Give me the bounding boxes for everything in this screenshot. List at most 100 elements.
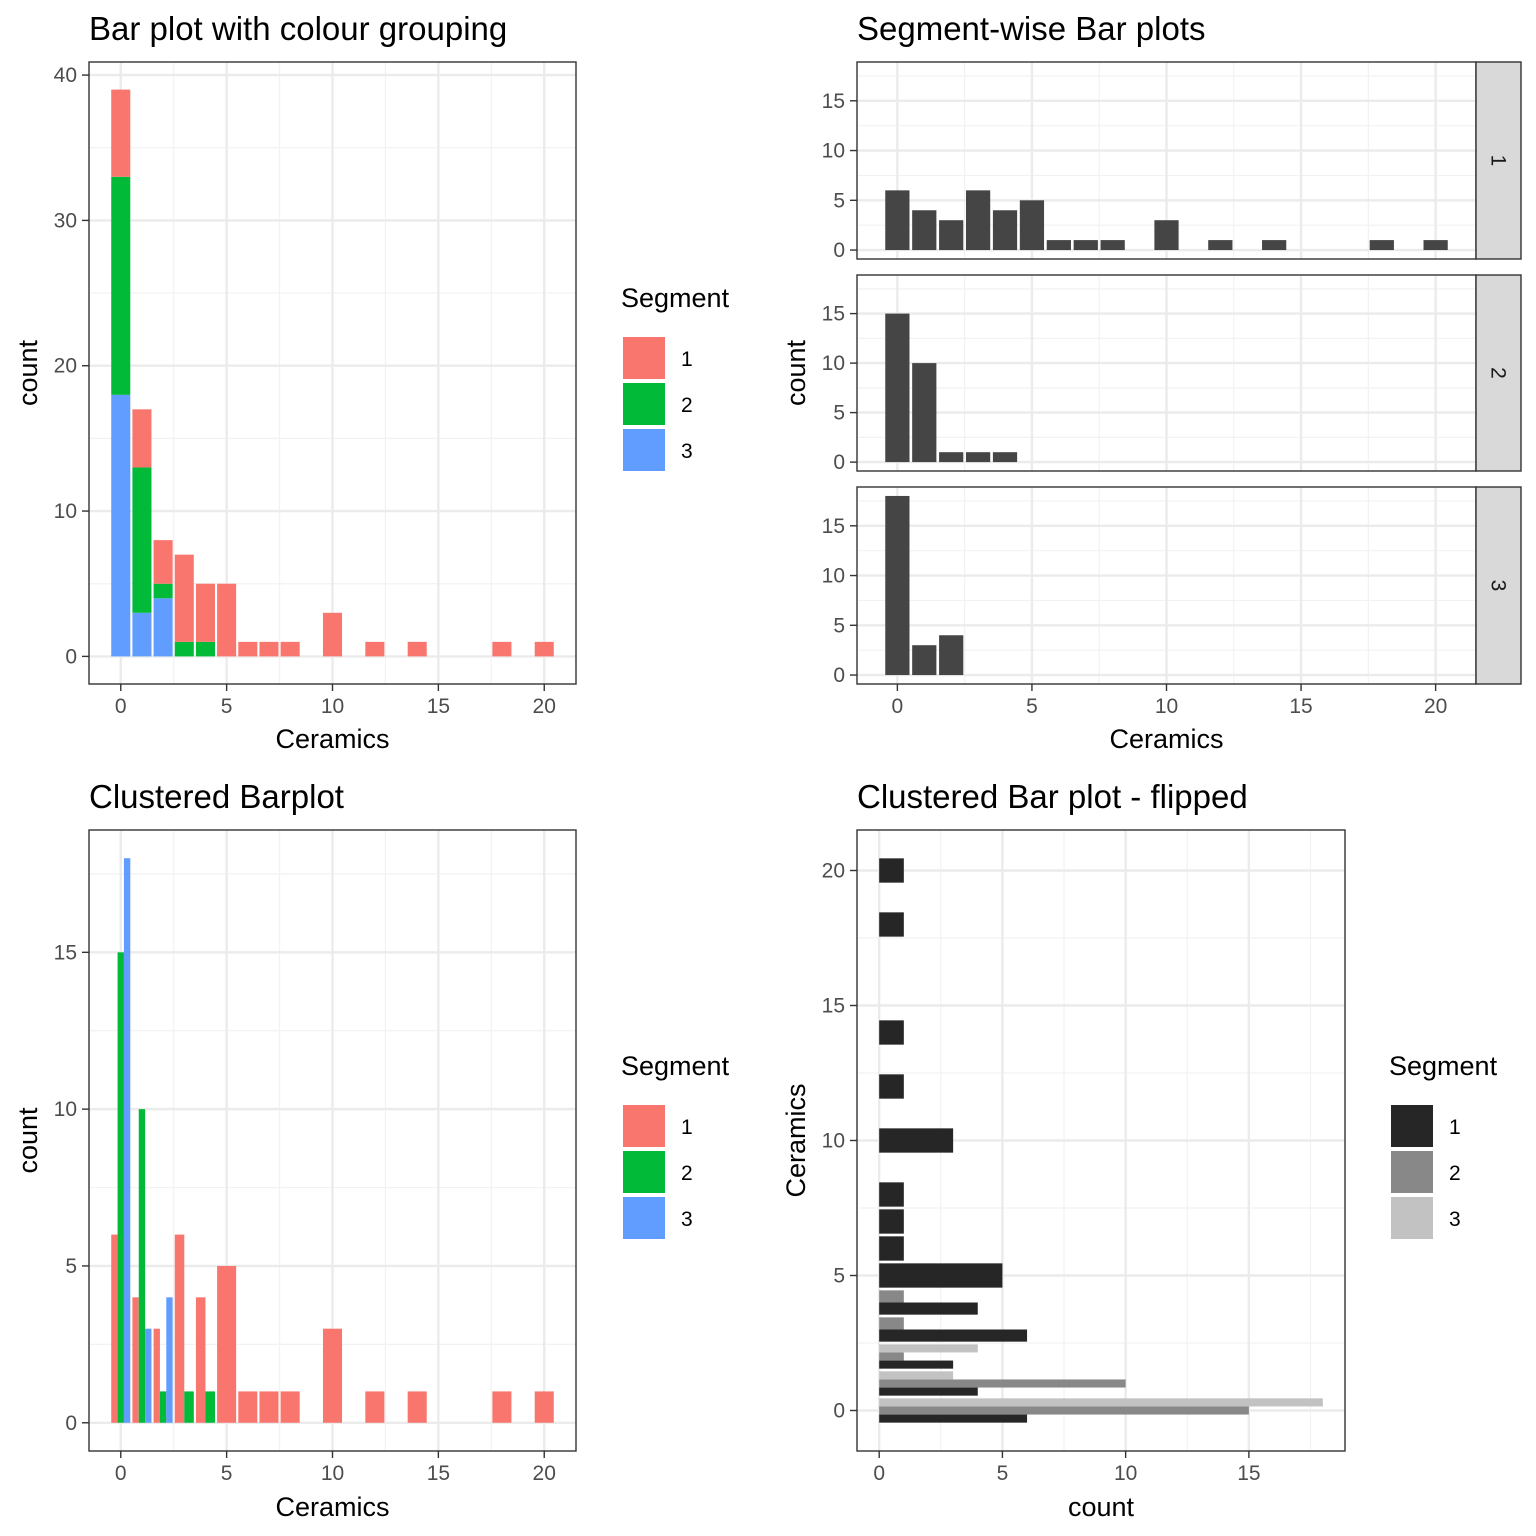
bar <box>885 190 910 251</box>
bar-segment-3 <box>123 858 131 1423</box>
y-tick-label: 5 <box>65 1255 77 1278</box>
bar-segment-2 <box>879 1290 904 1303</box>
legend-key-swatch <box>1391 1105 1433 1147</box>
bar <box>992 210 1018 251</box>
legend-key-swatch <box>623 1105 665 1147</box>
bar <box>965 190 991 251</box>
facet-panel-2: 0 5 10 15 2 <box>822 274 1522 474</box>
x-tick-label: 0 <box>873 1462 885 1485</box>
bar-segment-1 <box>879 1387 978 1396</box>
facet-strip <box>1475 486 1522 685</box>
y-tick-label: 10 <box>822 352 845 375</box>
bar-segment-3 <box>879 1344 978 1353</box>
facet-strip-label: 2 <box>1487 367 1510 379</box>
bar-segment-2 <box>195 641 215 657</box>
x-tick-label: 15 <box>427 1462 450 1485</box>
bar-segment-1 <box>132 409 152 468</box>
facet-strip <box>1475 61 1522 260</box>
legend-label: 1 <box>681 348 693 371</box>
bar-segment-1 <box>879 1236 904 1261</box>
bar <box>992 452 1018 463</box>
x-tick-label: 0 <box>115 695 127 718</box>
bar-segment-1 <box>407 1391 427 1423</box>
bar-segment-1 <box>879 1182 904 1207</box>
bar-segment-1 <box>879 1209 904 1234</box>
bar-segment-1 <box>879 1302 978 1315</box>
bar-segment-2 <box>879 1352 904 1361</box>
bar-segment-1 <box>174 1234 185 1423</box>
x-tick-label: 10 <box>1155 695 1178 718</box>
bar-segment-3 <box>166 1297 173 1423</box>
y-tick-label: 5 <box>833 402 845 425</box>
bar-segment-1 <box>259 1391 279 1423</box>
bar-segment-1 <box>238 641 258 657</box>
y-tick-label: 15 <box>822 515 845 538</box>
bar-segment-2 <box>184 1391 194 1423</box>
bar-segment-2 <box>132 467 152 613</box>
x-tick-label: 20 <box>533 695 556 718</box>
bar-segment-1 <box>195 583 215 642</box>
bar-segment-1 <box>879 912 904 937</box>
legend-label: 3 <box>1449 1208 1461 1231</box>
legend-key-swatch <box>623 1151 665 1193</box>
y-tick-label: 10 <box>822 1130 845 1153</box>
bar-segment-1 <box>879 1360 954 1369</box>
y-tick-label: 0 <box>65 1412 77 1435</box>
y-tick-label: 40 <box>54 64 77 87</box>
y-tick-label: 0 <box>833 664 845 687</box>
bar-segment-3 <box>111 394 131 657</box>
x-axis-title: count <box>1068 1492 1135 1522</box>
x-tick-label: 0 <box>115 1462 127 1485</box>
facet-strip-label: 1 <box>1487 155 1510 167</box>
bar <box>1073 240 1098 251</box>
y-axis-title: count <box>13 339 43 406</box>
bar-segment-3 <box>153 598 173 657</box>
x-tick-label: 5 <box>221 695 233 718</box>
bar <box>912 210 937 251</box>
bar-segment-1 <box>879 1074 904 1099</box>
facet-panel-1: 0 5 10 15 1 <box>822 61 1522 262</box>
bar-segment-1 <box>174 554 194 642</box>
bar <box>912 645 937 676</box>
bar-segment-1 <box>407 641 427 657</box>
bar-segment-1 <box>879 1263 1003 1288</box>
bar-segment-1 <box>879 1414 1028 1423</box>
bar <box>965 452 991 463</box>
legend-title: Segment <box>621 1051 730 1081</box>
bar-segment-1 <box>534 641 554 657</box>
bar-segment-1 <box>365 641 385 657</box>
legend-key-swatch <box>623 429 665 471</box>
bar <box>1046 240 1071 251</box>
x-axis-title: Ceramics <box>1109 724 1223 754</box>
x-tick-label: 15 <box>427 695 450 718</box>
bar-segment-1 <box>153 1328 160 1423</box>
bar <box>939 220 964 251</box>
y-tick-label: 10 <box>822 140 845 163</box>
bar-segment-2 <box>174 641 194 657</box>
y-tick-label: 20 <box>822 860 845 883</box>
bar-segment-1 <box>879 858 904 883</box>
bar-segment-1 <box>111 1234 118 1423</box>
legend-key-swatch <box>623 337 665 379</box>
y-axis-title: count <box>781 339 811 406</box>
bar <box>1154 220 1179 251</box>
bar <box>885 313 910 463</box>
y-tick-label: 5 <box>833 189 845 212</box>
bar-segment-2 <box>879 1406 1249 1415</box>
facet-panel-3: 0 5 10 15 3 <box>822 486 1522 687</box>
bar <box>1208 240 1233 251</box>
y-axis-title: count <box>13 1107 43 1174</box>
bar <box>1423 240 1448 251</box>
bar <box>1262 240 1287 251</box>
x-tick-label: 5 <box>1026 695 1038 718</box>
bar-segment-2 <box>205 1391 215 1423</box>
bar <box>1369 240 1394 251</box>
y-axis-title: Ceramics <box>781 1083 811 1197</box>
chart-stacked-bar: 0 5 10 15 20 0 10 20 30 40 Bar plot with colour gr… <box>13 10 730 754</box>
bar-segment-1 <box>322 612 343 657</box>
bar-segment-1 <box>132 1297 139 1423</box>
bar-segment-2 <box>138 1109 146 1423</box>
bar-segment-1 <box>365 1391 385 1423</box>
bar-segment-1 <box>879 1329 1028 1342</box>
